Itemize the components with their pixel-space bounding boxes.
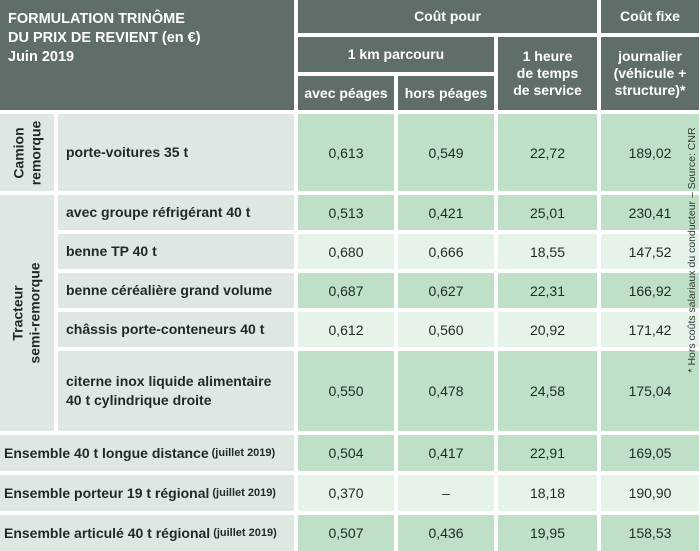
row-label-note: (juillet 2019): [213, 526, 277, 539]
row-label-line-1: citerne inox liquide alimentaire: [66, 373, 272, 389]
row-label: avec groupe réfrigérant 40 t: [58, 195, 294, 230]
group-camion-line-2: remorque: [27, 120, 44, 185]
cell-heure: 19,95: [498, 515, 597, 551]
header-cout-fixe: Coût fixe: [601, 0, 699, 33]
side-note-text: * Hors coûts salariaux du conducteur – S…: [686, 127, 698, 373]
group-tracteur-semi-remorque: Tracteur semi-remorque: [0, 195, 54, 431]
row-label: Ensemble 40 t longue distance (juillet 2…: [0, 435, 294, 471]
cell-avec-peages: 0,550: [298, 351, 394, 431]
cell-fixe: 190,90: [601, 475, 699, 511]
cell-hors-peages: 0,478: [398, 351, 494, 431]
header-cout-pour: Coût pour: [298, 0, 597, 33]
cell-hors-peages: 0,436: [398, 515, 494, 551]
cell-heure: 18,55: [498, 234, 597, 269]
title-line-2: DU PRIX DE REVIENT (en €): [8, 30, 201, 46]
row-label: châssis porte-conteneurs 40 t: [58, 312, 294, 347]
cell-avec-peages: 0,370: [298, 475, 394, 511]
title-line-3: Juin 2019: [8, 49, 75, 65]
header-journalier-line-1: journalier: [618, 48, 682, 64]
row-label: citerne inox liquide alimentaire 40 t cy…: [58, 351, 294, 431]
cell-heure: 20,92: [498, 312, 597, 347]
cell-fixe: 166,92: [601, 273, 699, 308]
cell-hors-peages: 0,666: [398, 234, 494, 269]
cell-hors-peages: 0,417: [398, 435, 494, 471]
cell-avec-peages: 0,507: [298, 515, 394, 551]
cell-fixe: 158,53: [601, 515, 699, 551]
group-camion-remorque: Camion remorque: [0, 114, 54, 191]
header-heure-line-3: de service: [513, 82, 582, 98]
header-journalier-line-2: (véhicule +: [613, 65, 687, 81]
title-line-1: FORMULATION TRINÔME: [8, 11, 185, 27]
cell-heure: 25,01: [498, 195, 597, 230]
row-label-main: Ensemble 40 t longue distance: [4, 444, 209, 461]
cell-avec-peages: 0,680: [298, 234, 394, 269]
row-label: benne TP 40 t: [58, 234, 294, 269]
cell-hors-peages: –: [398, 475, 494, 511]
cell-fixe: 147,52: [601, 234, 699, 269]
header-km: 1 km parcouru: [298, 37, 494, 72]
row-label: benne céréalière grand volume: [58, 273, 294, 308]
cell-hors-peages: 0,560: [398, 312, 494, 347]
cell-fixe: 171,42: [601, 312, 699, 347]
header-heure-line-2: de temps: [516, 65, 579, 81]
group-camion-line-1: Camion: [10, 126, 27, 179]
cell-heure: 22,31: [498, 273, 597, 308]
cell-hors-peages: 0,627: [398, 273, 494, 308]
cell-fixe: 175,04: [601, 351, 699, 431]
cell-heure: 22,91: [498, 435, 597, 471]
cell-hors-peages: 0,549: [398, 114, 494, 191]
header-journalier: journalier (véhicule + structure)*: [601, 37, 699, 110]
group-tracteur-line-1: Tracteur: [10, 285, 26, 341]
cell-avec-peages: 0,687: [298, 273, 394, 308]
row-label-main: Ensemble porteur 19 t régional: [4, 484, 210, 501]
table-title: FORMULATION TRINÔME DU PRIX DE REVIENT (…: [0, 0, 294, 110]
cell-avec-peages: 0,513: [298, 195, 394, 230]
header-heure: 1 heure de temps de service: [498, 37, 597, 110]
header-heure-line-1: 1 heure: [522, 48, 573, 64]
header-avec-peages: avec péages: [298, 76, 394, 110]
row-label: porte-voitures 35 t: [58, 114, 294, 191]
row-label-main: Ensemble articulé 40 t régional: [4, 524, 211, 541]
cell-avec-peages: 0,613: [298, 114, 394, 191]
header-journalier-line-3: structure)*: [614, 82, 686, 98]
row-label-note: (juillet 2019): [211, 446, 276, 459]
cell-fixe: 189,02: [601, 114, 699, 191]
row-label: Ensemble articulé 40 t régional (juillet…: [0, 515, 294, 551]
cell-fixe: 169,05: [601, 435, 699, 471]
group-tracteur-line-2: semi-remorque: [27, 262, 43, 364]
cell-heure: 24,58: [498, 351, 597, 431]
cell-hors-peages: 0,421: [398, 195, 494, 230]
row-label-line-2: 40 t cylindrique droite: [66, 392, 212, 408]
cell-avec-peages: 0,504: [298, 435, 394, 471]
cell-fixe: 230,41: [601, 195, 699, 230]
cell-heure: 18,18: [498, 475, 597, 511]
cell-heure: 22,72: [498, 114, 597, 191]
header-hors-peages: hors péages: [398, 76, 494, 110]
row-label: Ensemble porteur 19 t régional (juillet …: [0, 475, 294, 511]
row-label-note: (juillet 2019): [212, 486, 276, 499]
cell-avec-peages: 0,612: [298, 312, 394, 347]
